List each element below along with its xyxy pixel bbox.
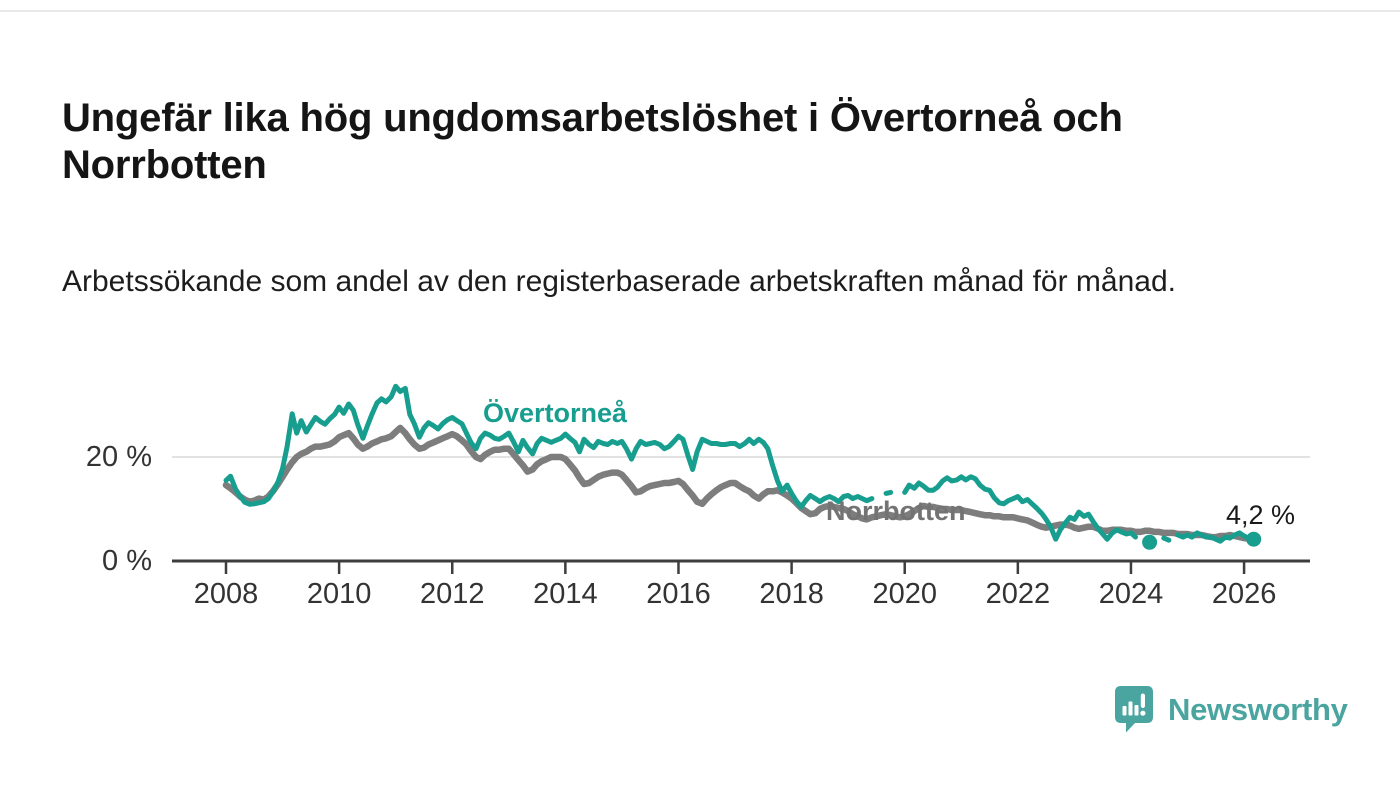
x-axis-label-2008: 2008 (193, 578, 259, 610)
line-övertorneå-segment-4 (1175, 530, 1257, 544)
x-axis-label-2018: 2018 (759, 578, 824, 610)
series-label-norrbotten: Norrbotten (826, 496, 966, 526)
x-axis-label-2016: 2016 (646, 578, 711, 610)
marker-dot-övertorneå-0 (1142, 534, 1158, 550)
x-axis-label-2010: 2010 (306, 578, 372, 610)
page-title: Ungefär lika hög ungdomsarbetslöshet i Ö… (62, 95, 1123, 187)
x-axis-label-2024: 2024 (1098, 578, 1164, 610)
x-axis-label-2026: 2026 (1211, 578, 1277, 610)
newsworthy-logo: Newsworthy (1115, 686, 1348, 733)
x-axis-label-2012: 2012 (419, 578, 485, 610)
line-övertorneå-segment-3 (1161, 535, 1172, 543)
marker-dot-övertorneå-1 (1246, 531, 1262, 547)
x-axis-label-2022: 2022 (985, 578, 1051, 610)
line-övertorneå-segment-1 (883, 489, 894, 496)
series-label-overtornea: Övertorneå (483, 398, 628, 428)
chart-subtitle: Arbetssökande som andel av den registerb… (62, 265, 1176, 298)
y-axis-label-0: 0 % (102, 545, 152, 577)
x-axis-label-2020: 2020 (872, 578, 937, 610)
newsworthy-wordmark: Newsworthy (1168, 691, 1348, 727)
speech-bubble-bar-chart-icon (1115, 686, 1153, 733)
y-axis-label-20: 20 % (85, 441, 152, 473)
x-axis-label-2014: 2014 (533, 578, 598, 610)
latest-value-annotation: 4,2 % (1226, 500, 1296, 530)
top-divider (0, 10, 1400, 12)
line-norrbotten-segment-0 (222, 424, 1257, 542)
